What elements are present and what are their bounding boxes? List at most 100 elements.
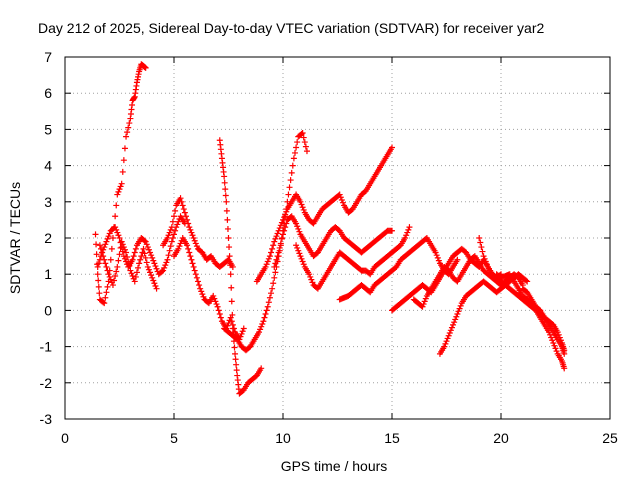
data-point [227,271,234,278]
data-point [450,321,457,328]
data-point [268,249,275,256]
data-marks [92,61,568,397]
data-point [191,267,198,274]
data-point [275,227,282,234]
data-point [435,257,442,264]
data-point [137,256,144,263]
data-point [186,224,193,231]
y-tick-label: 0 [44,302,52,318]
data-point [135,264,142,271]
data-point [113,202,120,209]
data-point [221,173,228,180]
data-point [434,254,441,261]
data-point [226,244,233,251]
data-point [129,273,136,280]
data-point [239,328,246,335]
y-tick-label: 7 [44,49,52,65]
data-point [166,247,173,254]
data-point [299,130,306,137]
data-point [432,249,439,256]
data-point [200,293,207,300]
data-point [148,252,155,259]
data-point [115,188,122,195]
data-point [147,269,154,276]
series-arc-5 [171,235,247,343]
y-axis-label: SDTVAR / TECUs [7,182,23,294]
data-point [238,330,245,337]
data-point [123,133,130,140]
data-point [274,253,281,260]
data-point [339,199,346,206]
series-arc-17 [519,285,568,354]
data-point [190,263,197,270]
data-point [294,223,301,230]
data-point [258,323,265,330]
data-point [266,253,273,260]
data-point [182,213,189,220]
data-point [124,129,131,136]
data-point [296,250,303,257]
series-arc-1 [92,61,149,307]
data-point [309,279,316,286]
data-point [172,207,179,214]
series-arc-10 [293,224,413,292]
data-point [185,245,192,252]
data-point [127,267,134,274]
data-point [269,245,276,252]
data-point [225,235,232,241]
data-point [141,237,148,244]
data-point [116,251,123,258]
data-point [299,258,306,265]
data-point [142,254,149,261]
data-point [480,253,487,260]
data-point [148,272,155,279]
data-point [233,367,240,374]
data-point [294,244,301,251]
data-point [186,249,193,256]
data-point [92,231,99,238]
data-point [167,243,174,250]
data-point [232,356,239,363]
data-point [121,246,128,253]
series-arc-3 [96,238,160,292]
series-arc-9 [271,213,395,270]
data-point [109,282,116,289]
data-point [165,232,172,239]
data-point [561,347,568,354]
data-point [224,322,231,329]
data-point [132,273,139,280]
data-point [107,256,114,263]
data-point [103,263,110,270]
data-point [144,263,151,270]
grid [65,57,610,419]
data-point [338,196,345,203]
data-point [524,278,531,285]
data-point [307,273,314,280]
data-point [274,230,281,237]
data-point [293,220,300,227]
data-point [188,229,195,236]
data-point [217,314,224,321]
data-point [177,240,184,247]
data-point [113,226,120,233]
data-point [266,294,273,301]
data-point [213,301,220,308]
data-point [93,251,100,258]
data-point [555,331,562,338]
data-point [405,226,412,233]
data-point [283,208,290,215]
data-point [138,253,145,260]
data-point [197,285,204,292]
data-point [119,168,126,175]
data-point [336,191,343,198]
data-point [228,318,235,325]
data-point [419,303,426,310]
data-point [276,244,283,251]
data-point [100,253,107,260]
chart-title: Day 212 of 2025, Sidereal Day-to-day VTE… [38,20,544,36]
data-point [402,235,409,241]
data-point [389,144,395,151]
data-point [103,238,110,245]
data-point [184,242,191,249]
